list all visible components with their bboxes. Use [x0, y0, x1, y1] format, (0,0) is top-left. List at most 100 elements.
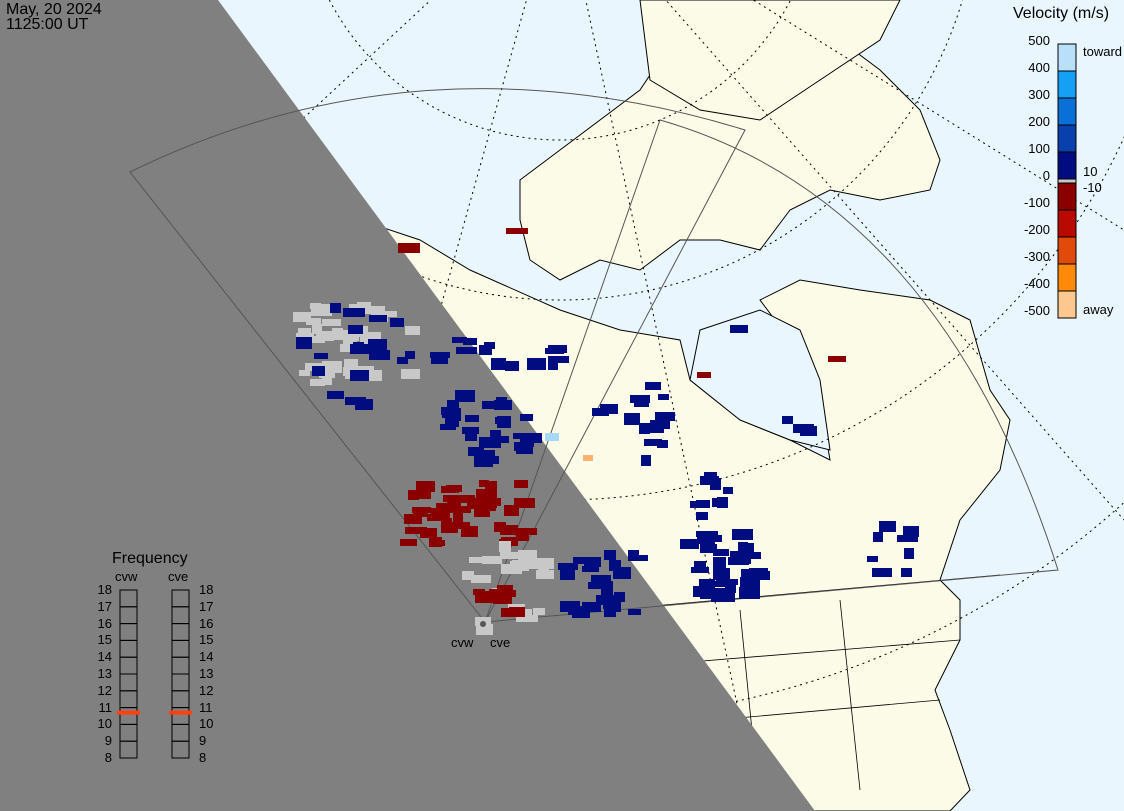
echo-cell — [723, 487, 733, 494]
echo-cell — [545, 433, 559, 441]
echo-cell — [456, 506, 471, 513]
echo-cell — [639, 423, 650, 434]
echo-cell — [405, 326, 420, 335]
echo-cell — [650, 426, 664, 433]
echo-cell — [322, 361, 342, 373]
velocity-tick: 400 — [1028, 60, 1050, 75]
frequency-tick: 14 — [97, 649, 112, 665]
echo-cell — [455, 390, 475, 402]
frequency-tick: 9 — [199, 733, 207, 749]
echo-cell — [413, 510, 428, 517]
echo-cell — [614, 592, 625, 602]
echo-cell — [461, 526, 478, 537]
echo-cell — [583, 455, 593, 461]
echo-cell — [401, 369, 420, 379]
echo-cell — [436, 503, 457, 513]
echo-cell — [327, 391, 344, 399]
echo-cell — [732, 529, 753, 540]
echo-cell — [431, 352, 448, 364]
echo-cell — [443, 495, 456, 502]
frequency-tick: 9 — [104, 733, 112, 749]
echo-cell — [489, 589, 505, 600]
echo-cell — [362, 332, 381, 342]
echo-cell — [462, 427, 479, 434]
echo-cell — [369, 315, 387, 322]
echo-cell — [604, 550, 616, 560]
away-label: away — [1083, 302, 1114, 317]
echo-cell — [357, 302, 371, 310]
frequency-tick: 14 — [199, 649, 214, 665]
echo-cell — [293, 312, 311, 322]
echo-cell — [408, 490, 419, 500]
echo-cell — [630, 395, 650, 403]
echo-cell — [312, 324, 322, 334]
frequency-title: Frequency — [112, 550, 188, 567]
time-label: 1125:00 UT — [6, 16, 89, 33]
echo-cell — [319, 371, 335, 378]
frequency-marker — [169, 710, 192, 715]
frequency-tick: 17 — [97, 598, 112, 614]
echo-cell — [488, 456, 499, 464]
echo-cell — [711, 594, 730, 602]
echo-cell — [516, 534, 529, 541]
frequency-tick: 12 — [199, 682, 214, 698]
colorbar-segment — [1057, 178, 1077, 184]
echo-cell — [497, 416, 511, 428]
echo-cell — [699, 579, 715, 588]
pos-threshold: 10 — [1083, 164, 1098, 179]
velocity-legend-title: Velocity (m/s) — [1013, 5, 1110, 22]
echo-cell — [558, 563, 578, 570]
echo-cell — [879, 521, 896, 532]
echo-cell — [499, 541, 511, 552]
velocity-tick: 500 — [1028, 33, 1050, 48]
frequency-tick: 15 — [199, 632, 214, 648]
frequency-tick: 16 — [97, 615, 112, 631]
frequency-bars — [117, 589, 192, 759]
frequency-tick: 13 — [97, 666, 112, 681]
echo-cell — [427, 514, 444, 521]
echo-cell — [441, 486, 459, 493]
echo-cell — [603, 602, 616, 609]
echo-cell — [452, 337, 467, 343]
echo-cell — [420, 528, 437, 538]
hudson-bay — [689, 309, 831, 451]
echo-cell — [712, 581, 730, 587]
echo-cell — [463, 338, 477, 345]
echo-cell — [604, 606, 616, 617]
echo-cell — [310, 303, 321, 309]
echo-cell — [903, 526, 919, 537]
radar-fov — [129, 88, 1059, 623]
echo-cell — [485, 481, 497, 489]
colorbar-segment — [1057, 209, 1077, 238]
echo-cell — [343, 308, 365, 317]
echo-cell — [572, 606, 590, 618]
velocity-colorbar — [1057, 43, 1077, 319]
neg-threshold: -10 — [1083, 180, 1102, 195]
echo-cell — [628, 555, 648, 561]
colorbar-segment — [1057, 290, 1077, 319]
echo-cell — [573, 557, 584, 564]
echo-cell — [782, 416, 793, 424]
echo-cell — [704, 472, 717, 483]
echo-cell — [713, 568, 730, 580]
echo-cell — [533, 558, 554, 569]
echo-cell — [355, 399, 373, 410]
echo-cell — [453, 513, 463, 524]
colorbar-segment — [1057, 151, 1077, 180]
echo-cell — [645, 382, 661, 390]
echo-cell — [314, 353, 328, 359]
echo-cell — [591, 575, 611, 586]
echo-cell — [322, 319, 341, 326]
echo-cell — [694, 561, 706, 570]
echo-cell — [500, 552, 521, 559]
velocity-tick: -400 — [1023, 276, 1050, 291]
echo-cell — [344, 359, 358, 371]
echo-cell — [330, 303, 341, 313]
echo-cell — [548, 356, 569, 363]
echo-cell — [536, 570, 554, 579]
echo-cell — [343, 330, 359, 341]
frequency-tick: 18 — [199, 582, 214, 597]
echo-cell — [310, 379, 325, 386]
echo-cell — [468, 447, 484, 456]
echo-cell — [624, 413, 640, 425]
